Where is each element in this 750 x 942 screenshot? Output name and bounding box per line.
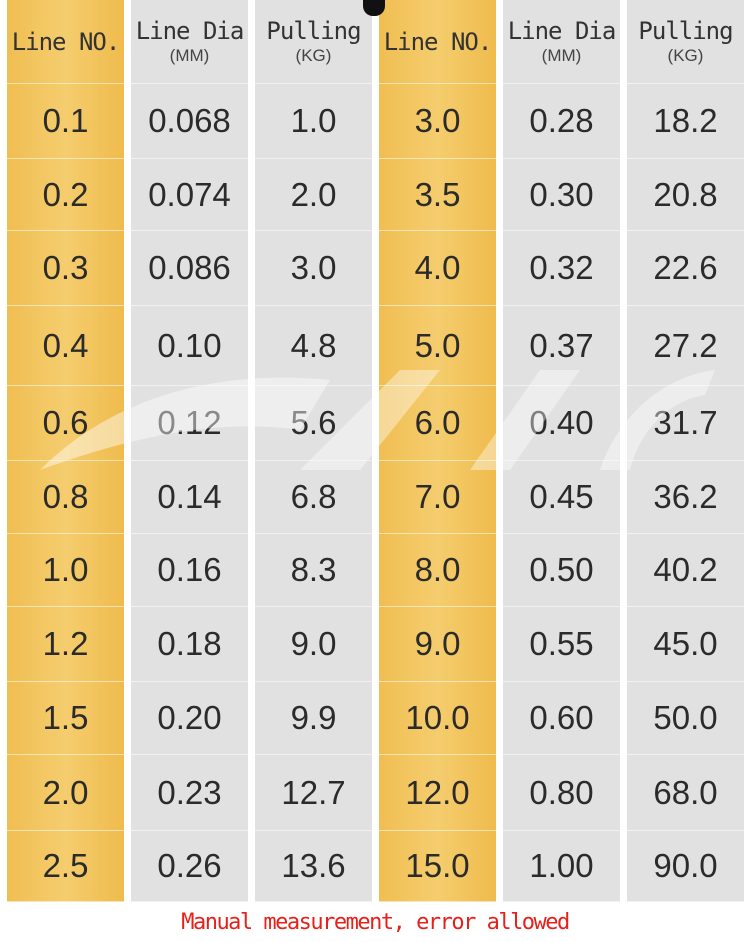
table-cell: 0.14 — [131, 461, 248, 534]
column-line-dia-left: Line Dia (MM) 0.068 0.074 0.086 0.10 0.1… — [131, 0, 248, 902]
table-cell: 9.0 — [255, 607, 372, 682]
table-cell: 0.4 — [7, 306, 124, 386]
top-notch-decoration — [363, 0, 385, 16]
line-spec-table: Line NO. 0.1 0.2 0.3 0.4 0.6 0.8 1.0 1.2… — [7, 0, 744, 902]
table-cell: 0.074 — [131, 159, 248, 231]
table-cell: 2.5 — [7, 831, 124, 902]
table-cell: 36.2 — [627, 461, 744, 534]
header-pulling: Pulling (KG) — [255, 0, 372, 84]
table-cell: 0.50 — [503, 534, 620, 607]
table-cell: 0.26 — [131, 831, 248, 902]
table-cell: 45.0 — [627, 607, 744, 682]
table-cell: 9.0 — [379, 607, 496, 682]
footer-note: Manual measurement, error allowed — [181, 910, 570, 935]
table-cell: 0.6 — [7, 386, 124, 461]
table-cell: 7.0 — [379, 461, 496, 534]
header-unit: (MM) — [169, 45, 210, 65]
header-pulling: Pulling (KG) — [627, 0, 744, 84]
header-unit: (MM) — [541, 45, 582, 65]
header-text: Line NO. — [11, 27, 121, 56]
table-cell: 9.9 — [255, 682, 372, 755]
table-cell: 15.0 — [379, 831, 496, 902]
header-unit: (KG) — [295, 45, 332, 65]
column-line-dia-right: Line Dia (MM) 0.28 0.30 0.32 0.37 0.40 0… — [503, 0, 620, 902]
table-cell: 31.7 — [627, 386, 744, 461]
table-cell: 68.0 — [627, 755, 744, 831]
table-cell: 0.8 — [7, 461, 124, 534]
table-cell: 13.6 — [255, 831, 372, 902]
table-cell: 3.0 — [379, 84, 496, 159]
table-cell: 22.6 — [627, 231, 744, 306]
table-cell: 5.6 — [255, 386, 372, 461]
column-line-no-left: Line NO. 0.1 0.2 0.3 0.4 0.6 0.8 1.0 1.2… — [7, 0, 124, 902]
header-line-no: Line NO. — [379, 0, 496, 84]
table-cell: 1.00 — [503, 831, 620, 902]
table-cell: 2.0 — [255, 159, 372, 231]
table-cell: 27.2 — [627, 306, 744, 386]
table-cell: 10.0 — [379, 682, 496, 755]
header-line-no: Line NO. — [7, 0, 124, 84]
header-text: Line Dia — [135, 16, 245, 45]
table-cell: 0.80 — [503, 755, 620, 831]
header-text: Pulling — [266, 16, 361, 45]
table-cell: 0.32 — [503, 231, 620, 306]
table-cell: 5.0 — [379, 306, 496, 386]
header-text: Line Dia — [507, 16, 617, 45]
header-line-dia: Line Dia (MM) — [503, 0, 620, 84]
table-cell: 6.0 — [379, 386, 496, 461]
table-cell: 1.5 — [7, 682, 124, 755]
table-cell: 0.20 — [131, 682, 248, 755]
table-cell: 0.068 — [131, 84, 248, 159]
table-cell: 0.12 — [131, 386, 248, 461]
table-cell: 4.0 — [379, 231, 496, 306]
header-unit: (KG) — [667, 45, 704, 65]
header-text: Line NO. — [383, 27, 493, 56]
table-cell: 0.37 — [503, 306, 620, 386]
column-line-no-right: Line NO. 3.0 3.5 4.0 5.0 6.0 7.0 8.0 9.0… — [379, 0, 496, 902]
table-cell: 0.40 — [503, 386, 620, 461]
table-cell: 3.0 — [255, 231, 372, 306]
table-cell: 0.28 — [503, 84, 620, 159]
header-line-dia: Line Dia (MM) — [131, 0, 248, 84]
table-cell: 4.8 — [255, 306, 372, 386]
header-text: Pulling — [638, 16, 733, 45]
table-cell: 0.086 — [131, 231, 248, 306]
column-pulling-right: Pulling (KG) 18.2 20.8 22.6 27.2 31.7 36… — [627, 0, 744, 902]
table-cell: 12.7 — [255, 755, 372, 831]
table-cell: 20.8 — [627, 159, 744, 231]
table-cell: 40.2 — [627, 534, 744, 607]
column-pulling-left: Pulling (KG) 1.0 2.0 3.0 4.8 5.6 6.8 8.3… — [255, 0, 372, 902]
table-cell: 12.0 — [379, 755, 496, 831]
table-cell: 0.55 — [503, 607, 620, 682]
table-cell: 0.23 — [131, 755, 248, 831]
table-cell: 6.8 — [255, 461, 372, 534]
table-cell: 0.2 — [7, 159, 124, 231]
table-cell: 3.5 — [379, 159, 496, 231]
table-cell: 0.16 — [131, 534, 248, 607]
table-cell: 0.30 — [503, 159, 620, 231]
table-cell: 0.1 — [7, 84, 124, 159]
table-cell: 0.3 — [7, 231, 124, 306]
table-cell: 0.18 — [131, 607, 248, 682]
table-cell: 8.3 — [255, 534, 372, 607]
table-cell: 0.60 — [503, 682, 620, 755]
table-cell: 18.2 — [627, 84, 744, 159]
table-cell: 50.0 — [627, 682, 744, 755]
table-cell: 1.0 — [7, 534, 124, 607]
table-cell: 1.0 — [255, 84, 372, 159]
table-cell: 8.0 — [379, 534, 496, 607]
table-cell: 1.2 — [7, 607, 124, 682]
table-cell: 0.10 — [131, 306, 248, 386]
table-cell: 0.45 — [503, 461, 620, 534]
table-cell: 2.0 — [7, 755, 124, 831]
table-cell: 90.0 — [627, 831, 744, 902]
